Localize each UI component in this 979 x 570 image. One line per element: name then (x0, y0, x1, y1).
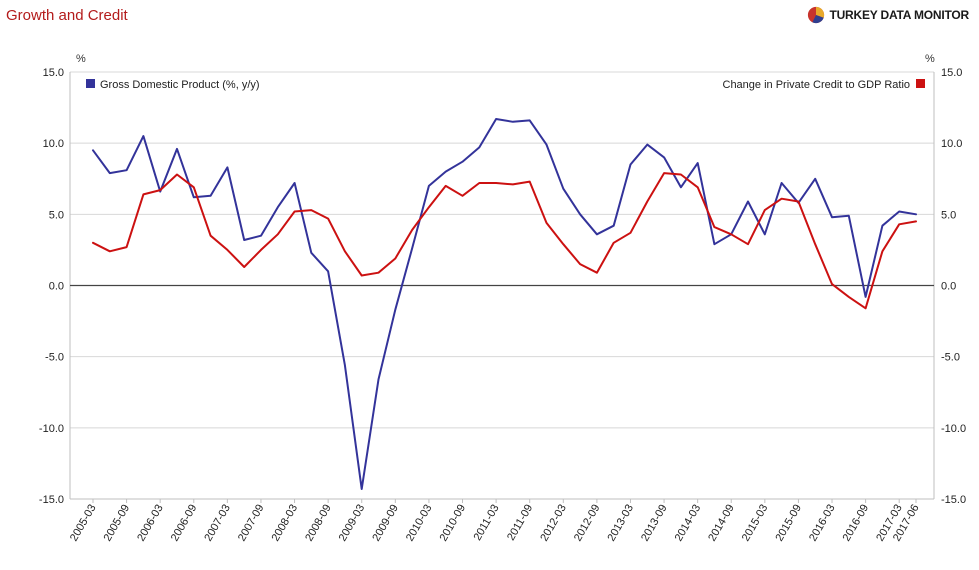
x-tick-label: 2016-03 (807, 503, 838, 544)
y-axis-unit-right: % (925, 53, 935, 65)
x-tick-label: 2006-09 (169, 503, 200, 544)
x-tick-label: 2013-09 (639, 503, 670, 544)
y-tick-label-left: -5.0 (45, 352, 64, 364)
y-tick-label-right: 0.0 (941, 281, 956, 293)
x-axis: 2005-03 2005-09 2006-03 2006-09 2007-03 2007-… (68, 499, 922, 543)
x-tick-label: 2015-09 (773, 503, 804, 544)
legend: Gross Domestic Product (%, y/y) Change in… (86, 79, 925, 91)
y-tick-label-left: -10.0 (39, 423, 64, 435)
y-tick-label-left: 15.0 (43, 67, 64, 79)
y-tick-label-right: -5.0 (941, 352, 960, 364)
x-tick-label: 2006-03 (135, 503, 166, 544)
series-line (92, 118, 917, 490)
x-tick-label: 2013-03 (605, 503, 636, 544)
y-axis-unit-left: % (76, 53, 86, 65)
x-tick-label: 2012-09 (572, 503, 603, 544)
x-tick-label: 2009-03 (337, 503, 368, 544)
y-tick-label-right: 15.0 (941, 67, 962, 79)
x-tick-label: 2008-03 (270, 503, 301, 544)
x-tick-label: 2007-03 (202, 503, 233, 544)
x-tick-label: 2016-09 (841, 503, 872, 544)
plot-frame (69, 72, 935, 500)
x-tick-label: 2014-09 (706, 503, 737, 544)
x-tick-label: 2014-03 (673, 503, 704, 544)
x-tick-label: 2008-09 (303, 503, 334, 544)
x-tick-label: 2011-03 (472, 503, 502, 543)
x-tick-label: 2010-09 (438, 503, 469, 544)
brand-pie-icon (808, 6, 825, 24)
brand-logo: TURKEY DATA MONITOR (807, 6, 969, 24)
series-lines (92, 118, 917, 490)
y-tick-label-right: -10.0 (941, 423, 966, 435)
legend-label: Gross Domestic Product (%, y/y) (100, 79, 260, 91)
x-tick-label: 2005-03 (68, 503, 99, 544)
x-tick-label: 2010-03 (404, 503, 435, 544)
legend-label: Change in Private Credit to GDP Ratio (723, 79, 911, 91)
y-tick-label-right: 10.0 (941, 138, 962, 150)
x-tick-label: 2007-09 (236, 503, 267, 544)
y-axis-left: 15.0 10.0 5.0 0.0 -5.0 -10.0 -15.0 (39, 67, 64, 506)
y-tick-label-left: 0.0 (49, 281, 64, 293)
y-axis-right: 15.0 10.0 5.0 0.0 -5.0 -10.0 -15.0 (941, 67, 966, 506)
y-tick-label-left: -15.0 (39, 494, 64, 506)
y-tick-label-right: 5.0 (941, 209, 956, 221)
y-tick-label-left: 5.0 (49, 209, 64, 221)
x-tick-label: 2015-03 (740, 503, 771, 544)
y-tick-label-left: 10.0 (43, 138, 64, 150)
brand-name: TURKEY DATA MONITOR (829, 8, 969, 22)
chart-title: Growth and Credit (6, 7, 128, 24)
series-line (92, 172, 917, 310)
x-tick-label: 2009-09 (370, 503, 401, 544)
legend-swatch (916, 79, 925, 88)
y-tick-label-right: -15.0 (941, 494, 966, 506)
x-tick-label: 2005-09 (102, 503, 133, 544)
legend-swatch (86, 79, 95, 88)
x-tick-label: 2012-03 (538, 503, 569, 544)
x-tick-label: 2011-09 (505, 503, 535, 543)
